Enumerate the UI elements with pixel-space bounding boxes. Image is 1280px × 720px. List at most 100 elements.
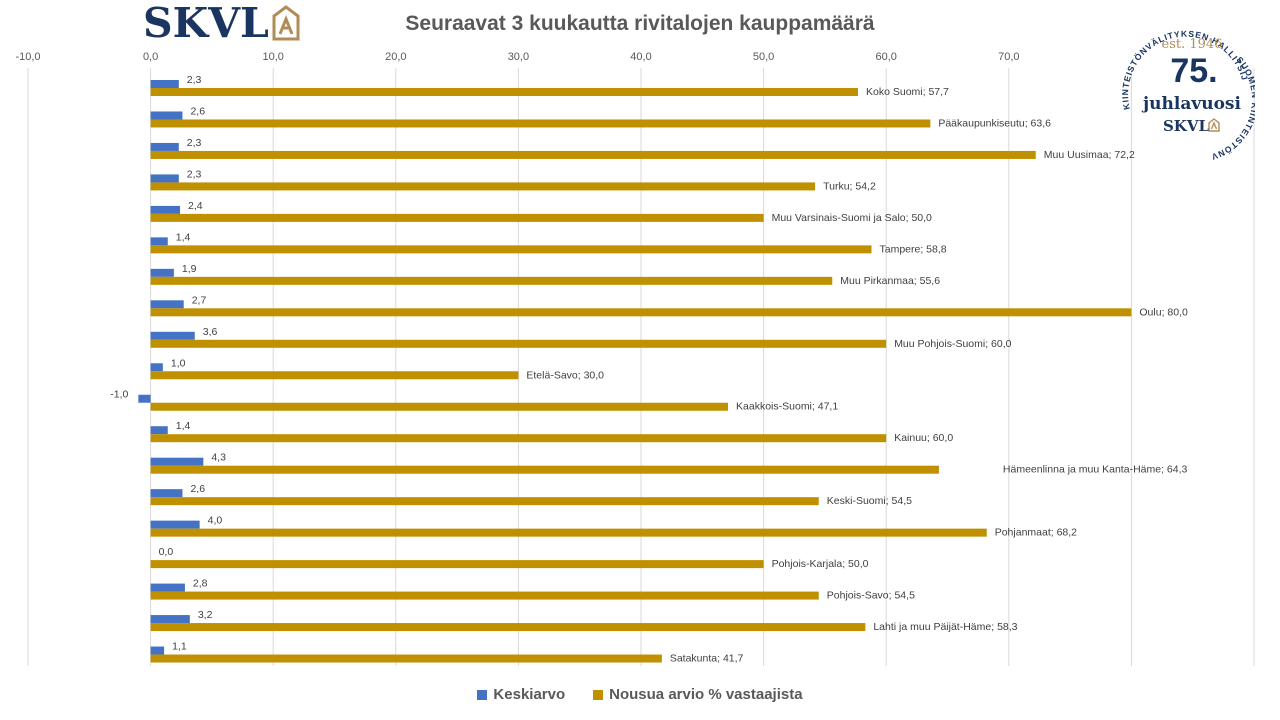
bar-keskiarvo [150, 363, 163, 372]
data-label-keskiarvo: 4,0 [208, 515, 223, 527]
data-label-nousua: Muu Varsinais-Suomi ja Salo; 50,0 [772, 212, 932, 224]
data-label-nousua: Muu Uusimaa; 72,2 [1044, 149, 1135, 161]
data-label-keskiarvo: 1,4 [176, 420, 191, 432]
x-tick-label: 10,0 [262, 51, 283, 63]
legend-swatch-keskiarvo [477, 689, 488, 700]
bar-nousua [150, 528, 987, 537]
bar-keskiarvo [150, 237, 168, 246]
data-label-nousua: Pohjois-Karjala; 50,0 [772, 558, 869, 570]
data-label-nousua: Keski-Suomi; 54,5 [827, 495, 912, 507]
data-label-keskiarvo: 2,6 [190, 483, 205, 495]
data-label-nousua: Satakunta; 41,7 [670, 653, 744, 665]
bar-nousua [150, 182, 816, 191]
bar-keskiarvo [150, 205, 181, 214]
x-tick-label: 20,0 [385, 51, 406, 63]
data-label-keskiarvo: 2,7 [192, 294, 207, 306]
data-label-nousua: Muu Pirkanmaa; 55,6 [840, 275, 940, 287]
data-label-keskiarvo: 1,4 [176, 231, 191, 243]
bar-keskiarvo [150, 489, 183, 498]
bar-nousua [150, 308, 1132, 317]
bar-keskiarvo [150, 426, 168, 435]
bar-keskiarvo [150, 174, 179, 183]
bar-keskiarvo [150, 615, 190, 624]
bar-keskiarvo [150, 111, 183, 120]
bar-nousua [150, 402, 729, 411]
chart-legend: Keskiarvo Nousua arvio % vastaajista [0, 686, 1280, 703]
bar-keskiarvo [150, 268, 174, 277]
bar-nousua [150, 371, 519, 380]
data-label-nousua: Pääkaupunkiseutu; 63,6 [938, 117, 1051, 129]
logo-text: SKVL [143, 0, 269, 47]
legend-item-keskiarvo: Keskiarvo [477, 686, 565, 703]
data-label-keskiarvo: -1,0 [110, 389, 128, 401]
bar-keskiarvo [150, 457, 204, 466]
x-tick-label: 40,0 [630, 51, 651, 63]
bar-nousua [150, 654, 662, 663]
data-label-nousua: Muu Pohjois-Suomi; 60,0 [894, 338, 1011, 350]
bar-nousua [150, 245, 872, 254]
x-tick-label: 70,0 [998, 51, 1019, 63]
bar-keskiarvo [150, 646, 165, 655]
data-label-nousua: Kaakkois-Suomi; 47,1 [736, 401, 838, 413]
data-label-nousua: Turku; 54,2 [823, 180, 876, 192]
house-logo-icon [272, 5, 300, 41]
bar-nousua [150, 623, 866, 632]
bar-nousua [150, 276, 833, 285]
bar-keskiarvo [150, 331, 195, 340]
seal-house-icon [1208, 118, 1220, 132]
bar-nousua [150, 339, 887, 348]
bar-keskiarvo [150, 583, 185, 592]
x-tick-label: 60,0 [875, 51, 896, 63]
data-label-keskiarvo: 1,9 [182, 263, 197, 275]
bar-keskiarvo [150, 142, 179, 151]
bar-nousua [150, 150, 1036, 159]
data-label-keskiarvo: 2,8 [193, 578, 208, 590]
bar-keskiarvo [150, 520, 200, 529]
seal-brand: SKVL [1163, 117, 1210, 135]
data-label-nousua: Tampere; 58,8 [879, 243, 946, 255]
bar-keskiarvo [138, 394, 151, 403]
seal-number: 75. [1170, 52, 1217, 90]
legend-item-nousua: Nousua arvio % vastaajista [593, 686, 803, 703]
data-label-keskiarvo: 0,0 [159, 546, 174, 558]
data-label-keskiarvo: 2,3 [187, 74, 202, 86]
bar-nousua [150, 88, 859, 96]
chart-title: Seuraavat 3 kuukautta rivitalojen kauppa… [405, 12, 875, 35]
bar-nousua [150, 213, 764, 222]
data-label-nousua: Pohjois-Savo; 54,5 [827, 590, 915, 602]
x-tick-label: 50,0 [753, 51, 774, 63]
bar-nousua [150, 497, 819, 506]
skvl-logo: SKVL [143, 2, 301, 44]
x-tick-label: 30,0 [508, 51, 529, 63]
data-label-nousua: Pohjanmaat; 68,2 [995, 527, 1077, 539]
data-label-keskiarvo: 2,6 [190, 105, 205, 117]
bar-nousua [150, 560, 764, 569]
bar-keskiarvo [150, 300, 184, 309]
x-tick-label: -10,0 [15, 51, 40, 63]
data-label-keskiarvo: 4,3 [211, 452, 226, 464]
seal-est: est. 1946 [1162, 37, 1223, 52]
bar-nousua [150, 434, 887, 443]
data-label-nousua: Hämeenlinna ja muu Kanta-Häme; 64,3 [1003, 464, 1188, 476]
anniversary-seal: KIINTEISTÖNVÄLITYKSEN HALLITSIJA SUOMEN … [1117, 30, 1255, 162]
data-label-nousua: Etelä-Savo; 30,0 [526, 369, 604, 381]
data-label-keskiarvo: 2,4 [188, 200, 203, 212]
legend-swatch-nousua [593, 689, 604, 700]
legend-label-nousua: Nousua arvio % vastaajista [609, 686, 803, 703]
seal-word: juhlavuosi [1141, 94, 1241, 114]
x-tick-label: 0,0 [143, 51, 158, 63]
bar-keskiarvo [150, 80, 179, 88]
data-label-nousua: Koko Suomi; 57,7 [866, 86, 949, 98]
bar-nousua [150, 591, 819, 600]
legend-label-keskiarvo: Keskiarvo [493, 686, 566, 703]
bar-nousua [150, 465, 939, 474]
bar-nousua [150, 119, 931, 128]
data-label-nousua: Lahti ja muu Päijät-Häme; 58,3 [873, 621, 1017, 633]
data-label-nousua: Oulu; 80,0 [1139, 306, 1188, 318]
data-label-keskiarvo: 2,3 [187, 168, 202, 180]
data-label-keskiarvo: 1,0 [171, 357, 186, 369]
data-label-keskiarvo: 3,2 [198, 609, 213, 621]
data-label-keskiarvo: 1,1 [172, 641, 187, 653]
data-label-keskiarvo: 3,6 [203, 326, 218, 338]
